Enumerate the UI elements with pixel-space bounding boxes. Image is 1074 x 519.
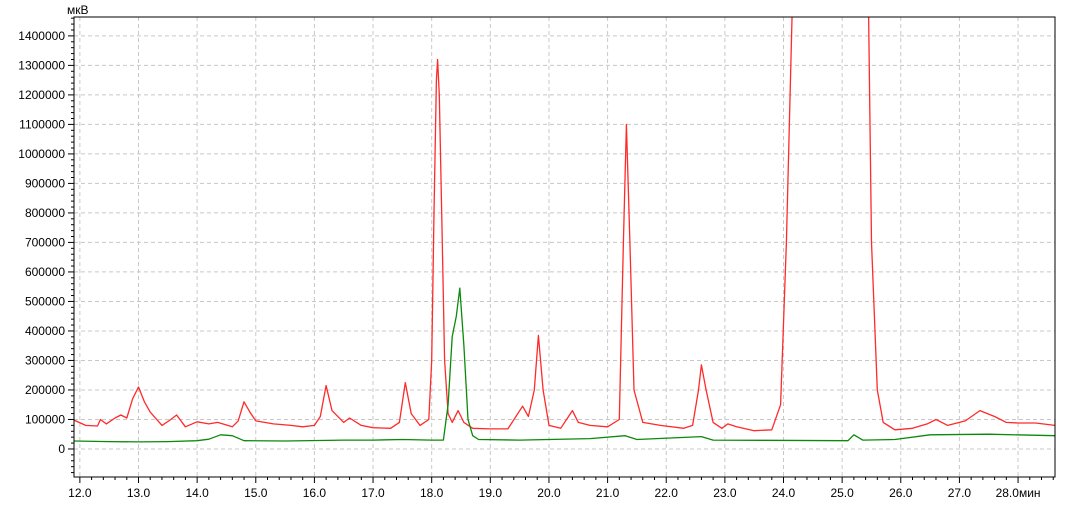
y-axis-unit: мкВ: [67, 3, 89, 17]
grid: [74, 17, 1055, 477]
red-trace-line: [74, 17, 1055, 432]
y-tick-label: 1300000: [18, 58, 65, 72]
y-tick-label: 500000: [25, 294, 65, 308]
axes: 12.0 13.0 14.0 15.0 16.0 17.0 18.0 19.0 20.0 21.0…: [18, 17, 1054, 500]
x-tick-label: 12.0: [68, 486, 92, 500]
y-tick-label: 1100000: [19, 117, 65, 131]
x-tick-label: 17.0: [361, 486, 385, 500]
x-tick-label: 13.0: [127, 486, 151, 500]
x-tick-label: 19.0: [479, 486, 503, 500]
x-tick-label: 14.0: [185, 486, 209, 500]
y-tick-label: 600000: [25, 265, 65, 279]
x-tick-label: 20.0: [537, 486, 561, 500]
y-tick-label: 1200000: [18, 88, 65, 102]
x-tick-label: 27.0: [948, 486, 972, 500]
x-tick-label: 25.0: [830, 486, 854, 500]
y-tick-label: 200000: [25, 383, 65, 397]
y-tick-label: 700000: [25, 235, 65, 249]
y-tick-label: 900000: [25, 176, 65, 190]
y-tick-label: 100000: [25, 412, 65, 426]
green-trace-line: [74, 287, 1055, 443]
y-tick-label: 300000: [25, 353, 65, 367]
y-tick-label: 800000: [25, 206, 65, 220]
x-tick-label: 16.0: [303, 486, 327, 500]
x-tick-label: 26.0: [889, 486, 913, 500]
x-axis-unit: мин: [1019, 486, 1041, 500]
x-tick-label: 28.0мин: [996, 486, 1041, 500]
x-tick-label: 18.0: [420, 486, 444, 500]
x-tick-label: 22.0: [655, 486, 679, 500]
y-tick-label: 1000000: [18, 147, 65, 161]
series-group: [74, 17, 1055, 443]
y-tick-label: 1400000: [18, 29, 65, 43]
y-tick-label: 400000: [25, 324, 65, 338]
x-tick-label: 21.0: [596, 486, 620, 500]
x-tick-label: 24.0: [772, 486, 796, 500]
y-tick-label: 0: [58, 442, 65, 456]
x-tick-label: 15.0: [244, 486, 268, 500]
x-tick-label: 23.0: [713, 486, 737, 500]
plot-frame: [73, 16, 1056, 478]
